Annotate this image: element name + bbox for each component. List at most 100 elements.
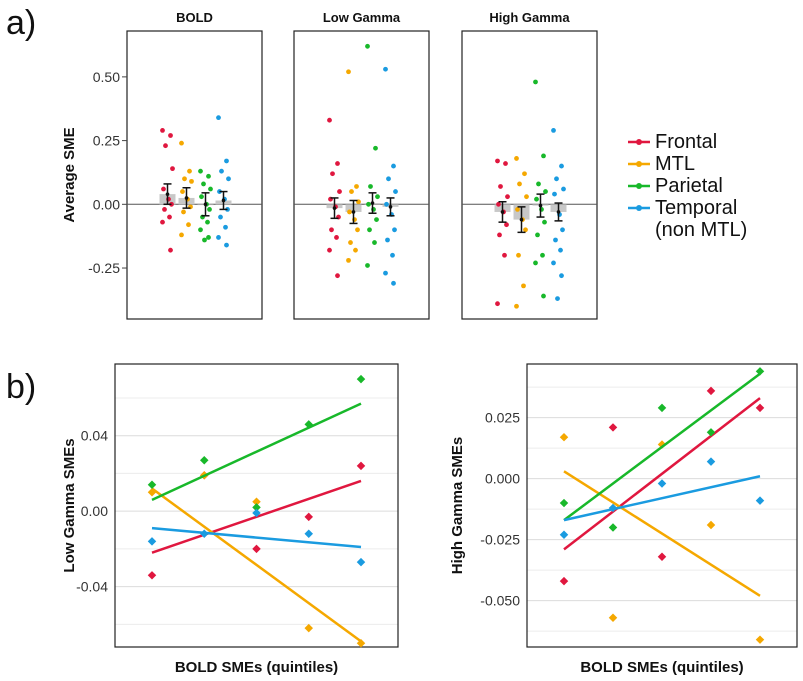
data-point <box>160 219 165 225</box>
data-point <box>535 232 540 238</box>
data-point <box>335 161 340 166</box>
data-point <box>383 270 388 276</box>
y-tick-label: 0.00 <box>93 196 120 212</box>
data-point <box>543 189 548 194</box>
data-point <box>558 247 563 253</box>
facet-title: High Gamma <box>489 10 570 25</box>
data-point <box>559 273 564 279</box>
data-point <box>304 623 313 633</box>
data-point <box>521 283 526 289</box>
data-point <box>147 488 157 497</box>
data-point <box>304 420 313 429</box>
legend-swatch <box>636 139 642 145</box>
data-point <box>393 189 398 194</box>
mean-point <box>184 196 189 200</box>
y-axis-label: Average SME <box>61 127 78 222</box>
data-point <box>147 537 157 546</box>
data-point <box>330 171 335 177</box>
data-point <box>368 184 373 189</box>
y-tick-label: -0.025 <box>480 532 520 548</box>
data-point <box>502 252 507 258</box>
data-point <box>182 176 187 182</box>
data-point <box>657 403 667 413</box>
data-point <box>514 156 519 161</box>
legend-label: Parietal <box>655 175 723 197</box>
facet-title: Low Gamma <box>323 10 401 25</box>
data-point <box>252 508 261 518</box>
data-point <box>304 512 313 522</box>
data-point <box>559 498 569 508</box>
plot-frame <box>526 363 798 648</box>
data-point <box>226 176 231 182</box>
data-point <box>198 168 203 174</box>
panel-label-a: a) <box>6 4 36 42</box>
data-point <box>608 423 618 432</box>
data-point <box>304 529 313 539</box>
data-point <box>334 235 339 240</box>
y-tick-label: 0.25 <box>93 133 120 149</box>
data-point <box>200 455 209 465</box>
y-tick-label: 0.025 <box>485 410 520 426</box>
data-point <box>657 479 667 488</box>
data-point <box>356 638 366 648</box>
data-point <box>161 186 166 192</box>
mean-point <box>538 203 543 208</box>
data-point <box>505 194 510 200</box>
data-point <box>208 186 213 192</box>
data-point <box>541 153 546 159</box>
data-point <box>327 247 332 253</box>
data-point <box>356 557 366 567</box>
facet-frame <box>461 30 598 320</box>
panel-label-b: b) <box>6 368 36 406</box>
panel-b-high-gamma: -0.050 -0.025 0.000 0.025 BOLD SMEs (quintil… <box>449 363 798 676</box>
data-point <box>367 227 372 233</box>
legend-label: (non MTL) <box>655 219 747 241</box>
data-point <box>373 145 378 151</box>
data-point <box>147 480 157 489</box>
data-point <box>198 227 203 233</box>
facet-frame <box>293 30 430 320</box>
data-point <box>560 227 565 233</box>
data-point <box>372 240 377 245</box>
data-point <box>179 140 184 146</box>
data-point <box>392 227 397 233</box>
data-point <box>554 176 559 182</box>
data-point <box>189 178 194 184</box>
data-point <box>216 235 221 240</box>
data-point <box>385 237 390 243</box>
legend-swatch <box>636 183 642 189</box>
data-point <box>523 227 528 233</box>
mean-point <box>500 210 505 214</box>
data-point <box>167 214 172 220</box>
trend-line <box>151 487 362 643</box>
mean-point <box>165 192 170 196</box>
data-point <box>356 461 366 471</box>
data-point <box>524 194 529 200</box>
data-point <box>186 222 191 228</box>
data-point <box>384 201 389 207</box>
data-point <box>522 171 527 177</box>
data-point <box>514 303 519 309</box>
trend-line <box>563 397 761 551</box>
y-tick-label: 0.000 <box>485 471 520 487</box>
data-point <box>327 117 332 123</box>
data-point <box>559 530 569 540</box>
y-tick-label: -0.25 <box>88 260 120 276</box>
data-point <box>561 186 566 192</box>
data-point <box>559 163 564 169</box>
legend-label: Frontal <box>655 131 717 153</box>
mean-point <box>221 198 226 203</box>
y-axis-label: Low Gamma SMEs <box>61 438 78 572</box>
data-point <box>504 222 509 228</box>
trend-line <box>563 470 761 597</box>
data-point <box>541 293 546 299</box>
data-point <box>348 240 353 245</box>
data-point <box>390 252 395 258</box>
data-point <box>335 273 340 279</box>
data-point <box>608 523 618 532</box>
mean-point <box>351 210 356 214</box>
data-point <box>349 189 354 194</box>
data-point <box>355 227 360 233</box>
data-point <box>706 520 716 530</box>
data-point <box>755 635 765 644</box>
